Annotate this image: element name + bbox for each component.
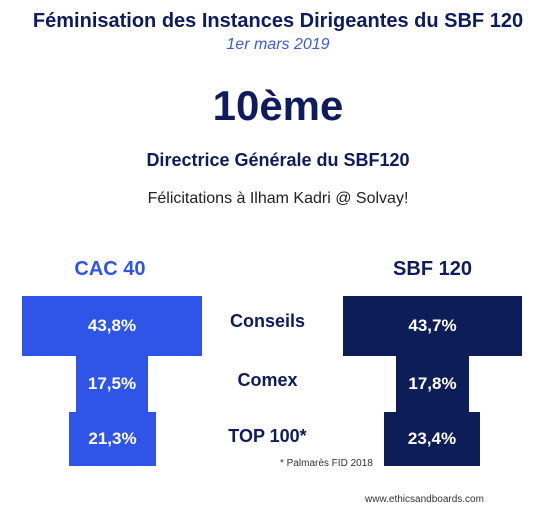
bar-cac40-3: 21,3% (69, 412, 156, 466)
series-label-sbf120: SBF 120 (393, 258, 472, 280)
congrats-text: Félicitations à Ilham Kadri @ Solvay! (147, 190, 409, 207)
bar-sbf120-1: 43,7% (343, 296, 522, 356)
footnote: * Palmarès FID 2018 (280, 458, 373, 469)
data-label-cac40-3: 21,3% (88, 429, 137, 448)
category-label-1: Conseils (229, 311, 306, 331)
bar-cac40-1: 43,8% (22, 296, 202, 356)
bar-sbf120-3: 23,4% (384, 412, 480, 466)
data-label-sbf120-1: 43,7% (408, 316, 457, 335)
bar-sbf120-2: 17,8% (396, 356, 469, 412)
data-label-cac40-1: 43,8% (87, 316, 137, 335)
chart-title: Féminisation des Instances Dirigeantes d… (32, 10, 524, 32)
source-url: www.ethicsandboards.com (365, 494, 484, 505)
series-label-cac40: CAC 40 (74, 258, 146, 280)
rank-value: 10ème (212, 82, 344, 129)
category-label-3: TOP 100* (228, 426, 307, 446)
data-label-sbf120-2: 17,8% (408, 374, 457, 393)
data-label-cac40-2: 17,5% (87, 374, 137, 393)
category-label-2: Comex (237, 370, 298, 390)
bar-cac40-2: 17,5% (76, 356, 148, 412)
role-title: Directrice Générale du SBF120 (146, 150, 410, 170)
data-label-sbf120-3: 23,4% (407, 429, 457, 448)
chart-date: 1er mars 2019 (226, 36, 330, 53)
